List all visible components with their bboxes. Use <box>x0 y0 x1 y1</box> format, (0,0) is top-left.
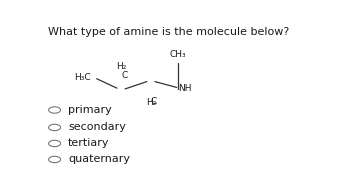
Text: What type of amine is the molecule below?: What type of amine is the molecule below… <box>48 27 289 37</box>
Text: secondary: secondary <box>68 122 126 132</box>
Text: H₂: H₂ <box>116 62 126 71</box>
Text: quaternary: quaternary <box>68 154 130 164</box>
Text: NH: NH <box>178 84 191 93</box>
Text: C: C <box>151 97 157 106</box>
Text: H₂: H₂ <box>146 98 156 107</box>
Text: C: C <box>121 71 127 81</box>
Text: tertiary: tertiary <box>68 139 110 149</box>
Text: primary: primary <box>68 105 112 115</box>
Text: H₃C: H₃C <box>75 74 91 82</box>
Text: CH₃: CH₃ <box>170 50 186 59</box>
